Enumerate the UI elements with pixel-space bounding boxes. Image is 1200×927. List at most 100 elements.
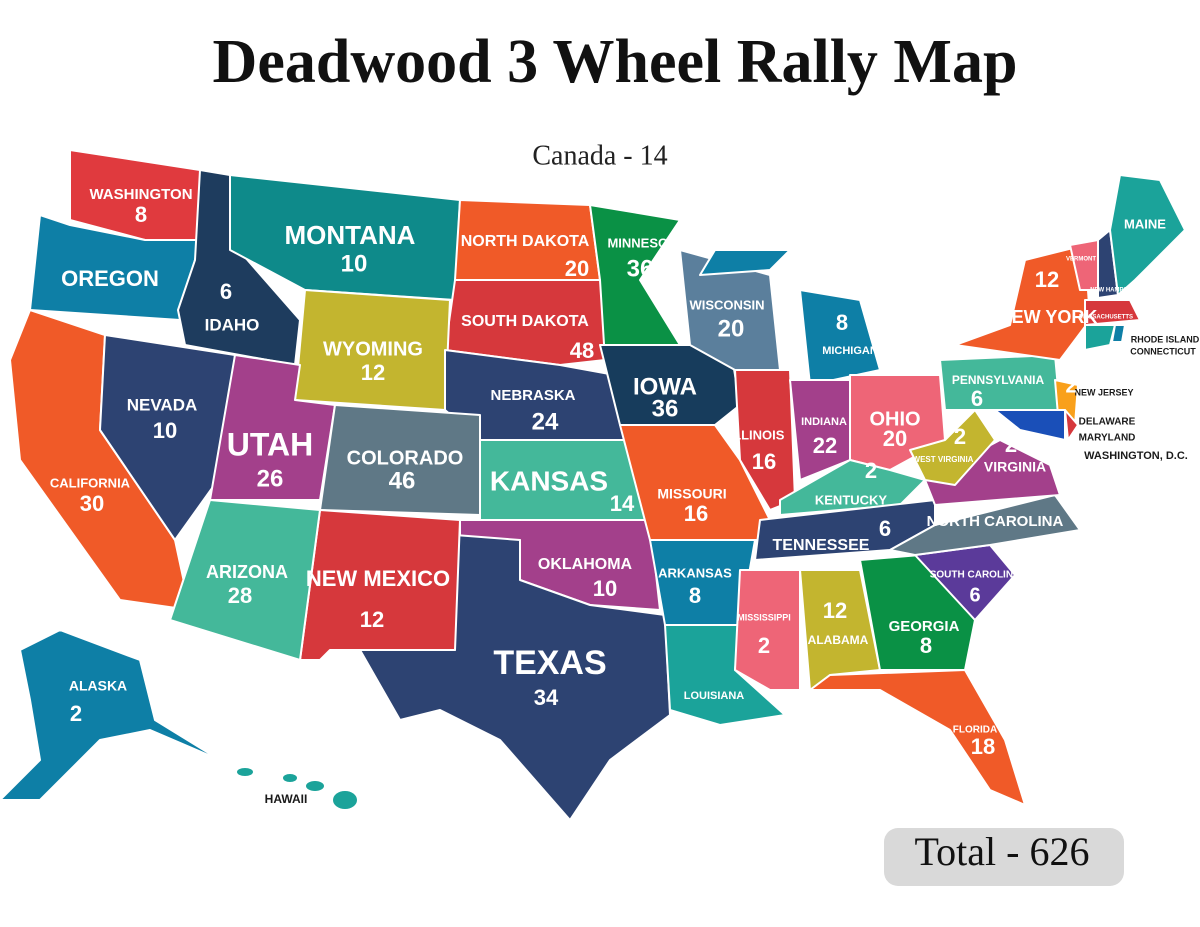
state-count: 6 xyxy=(879,516,891,541)
state-count: 48 xyxy=(570,338,594,363)
state-shape xyxy=(699,249,791,276)
state-name: IDAHO xyxy=(205,315,260,334)
state-shape xyxy=(799,289,881,386)
state-count: 10 xyxy=(153,418,177,443)
state-name: OHIO xyxy=(869,408,920,430)
state-count: 12 xyxy=(823,598,847,623)
island-shape xyxy=(283,774,297,782)
state-count: 10 xyxy=(341,250,368,277)
state-count: 12 xyxy=(1035,267,1059,292)
state-shape xyxy=(859,554,976,671)
state-count: 2 xyxy=(1005,432,1017,457)
state-name: NORTH DAKOTA xyxy=(461,233,590,250)
state-count: 28 xyxy=(228,583,252,608)
state-name: INDIANA xyxy=(801,416,847,428)
state-count: 6 xyxy=(969,584,980,606)
state-shape xyxy=(359,534,671,821)
state-name: MAINE xyxy=(1124,216,1166,231)
state-shape xyxy=(1084,299,1141,326)
state-shape xyxy=(99,334,236,541)
island-shape xyxy=(333,791,357,809)
state-name: ARIZONA xyxy=(206,562,288,582)
total-label: Total - 626 xyxy=(915,829,1090,874)
state-count: 8 xyxy=(135,202,147,227)
state-count: 20 xyxy=(883,426,907,451)
state-count: 6 xyxy=(971,386,983,411)
state-count: 46 xyxy=(389,467,416,494)
state-name: NORTH CAROLINA xyxy=(927,513,1064,530)
state-name: UTAH xyxy=(227,426,314,462)
state-name: CALIFORNIA xyxy=(50,475,131,490)
state-shape xyxy=(799,569,881,691)
state-count: 22 xyxy=(813,433,837,458)
island-shape xyxy=(237,768,253,776)
state-name: MICHIGAN xyxy=(822,345,878,357)
state-name: COLORADO xyxy=(347,447,464,469)
state-count: 2 xyxy=(954,424,966,449)
state-name: LOUISIANA xyxy=(684,690,745,702)
state-count: 2 xyxy=(1065,375,1076,397)
total-box xyxy=(884,828,1124,886)
state-name: IOWA xyxy=(633,373,697,400)
canada-label: Canada - 14 xyxy=(532,140,667,171)
state-name: SOUTH CAROLINA xyxy=(930,570,1021,581)
state-name: MISSOURI xyxy=(657,486,726,502)
state-name: WASHINGTON xyxy=(89,186,192,203)
state-name: NEW YORK xyxy=(999,307,1098,327)
state-name: NEBRASKA xyxy=(490,387,575,404)
state-count: 36 xyxy=(652,395,679,422)
state-count: 8 xyxy=(689,583,701,608)
state-name: KANSAS xyxy=(490,465,608,496)
state-shape xyxy=(734,569,801,691)
state-name: WISCONSIN xyxy=(689,297,764,312)
state-name: VIRGINIA xyxy=(984,459,1046,475)
state-name: CONNECTICUT xyxy=(1130,346,1196,356)
state-count: 26 xyxy=(257,465,284,492)
state-count: 2 xyxy=(758,633,770,658)
state-shape xyxy=(809,669,1026,806)
state-shape xyxy=(1111,324,1126,343)
state-shape xyxy=(0,629,221,801)
state-name: ALABAMA xyxy=(808,633,869,647)
state-count: 30 xyxy=(80,491,104,516)
state-name: NEW JERSEY xyxy=(1074,387,1133,397)
state-name: OREGON xyxy=(61,266,159,291)
state-name: WEST VIRGINIA xyxy=(913,455,974,464)
state-name: NEVADA xyxy=(127,395,198,414)
state-name: DELAWARE xyxy=(1079,417,1136,428)
state-count: 24 xyxy=(532,408,559,435)
state-name: KENTUCKY xyxy=(815,492,888,507)
state-count: 14 xyxy=(1008,536,1033,561)
state-name: GEORGIA xyxy=(889,618,960,635)
island-shape xyxy=(306,781,324,791)
state-name: FLORIDA xyxy=(953,725,997,736)
state-count: 20 xyxy=(718,315,745,342)
state-count: 6 xyxy=(220,279,232,304)
state-shape xyxy=(889,494,1081,556)
state-name: HAWAII xyxy=(265,792,308,806)
state-name: PENNSYLVANIA xyxy=(952,373,1045,387)
state-count: 2 xyxy=(865,458,877,483)
state-shape xyxy=(1109,174,1186,296)
state-name: ARKANSAS xyxy=(658,565,732,580)
states xyxy=(0,149,1186,821)
state-name: OKLAHOMA xyxy=(538,556,633,573)
state-count: 8 xyxy=(920,633,932,658)
state-count: 20 xyxy=(565,256,589,281)
state-shape xyxy=(1084,324,1116,351)
state-count: 8 xyxy=(836,310,848,335)
state-count: 14 xyxy=(610,491,635,516)
state-name: NEW MEXICO xyxy=(306,566,450,591)
state-shape xyxy=(909,409,996,486)
state-name: MASSACHUSETTS xyxy=(1079,315,1133,321)
map-title: Deadwood 3 Wheel Rally Map xyxy=(213,28,1018,96)
state-name: VERMONT xyxy=(1066,257,1096,263)
state-name: MONTANA xyxy=(285,220,416,250)
state-name: TENNESSEE xyxy=(773,537,870,554)
state-name: NEW HAMPSHIRE xyxy=(1090,288,1142,294)
state-name: ILLINOIS xyxy=(730,427,785,442)
state-name: WASHINGTON, D.C. xyxy=(1084,450,1188,462)
state-name: TEXAS xyxy=(493,644,606,682)
